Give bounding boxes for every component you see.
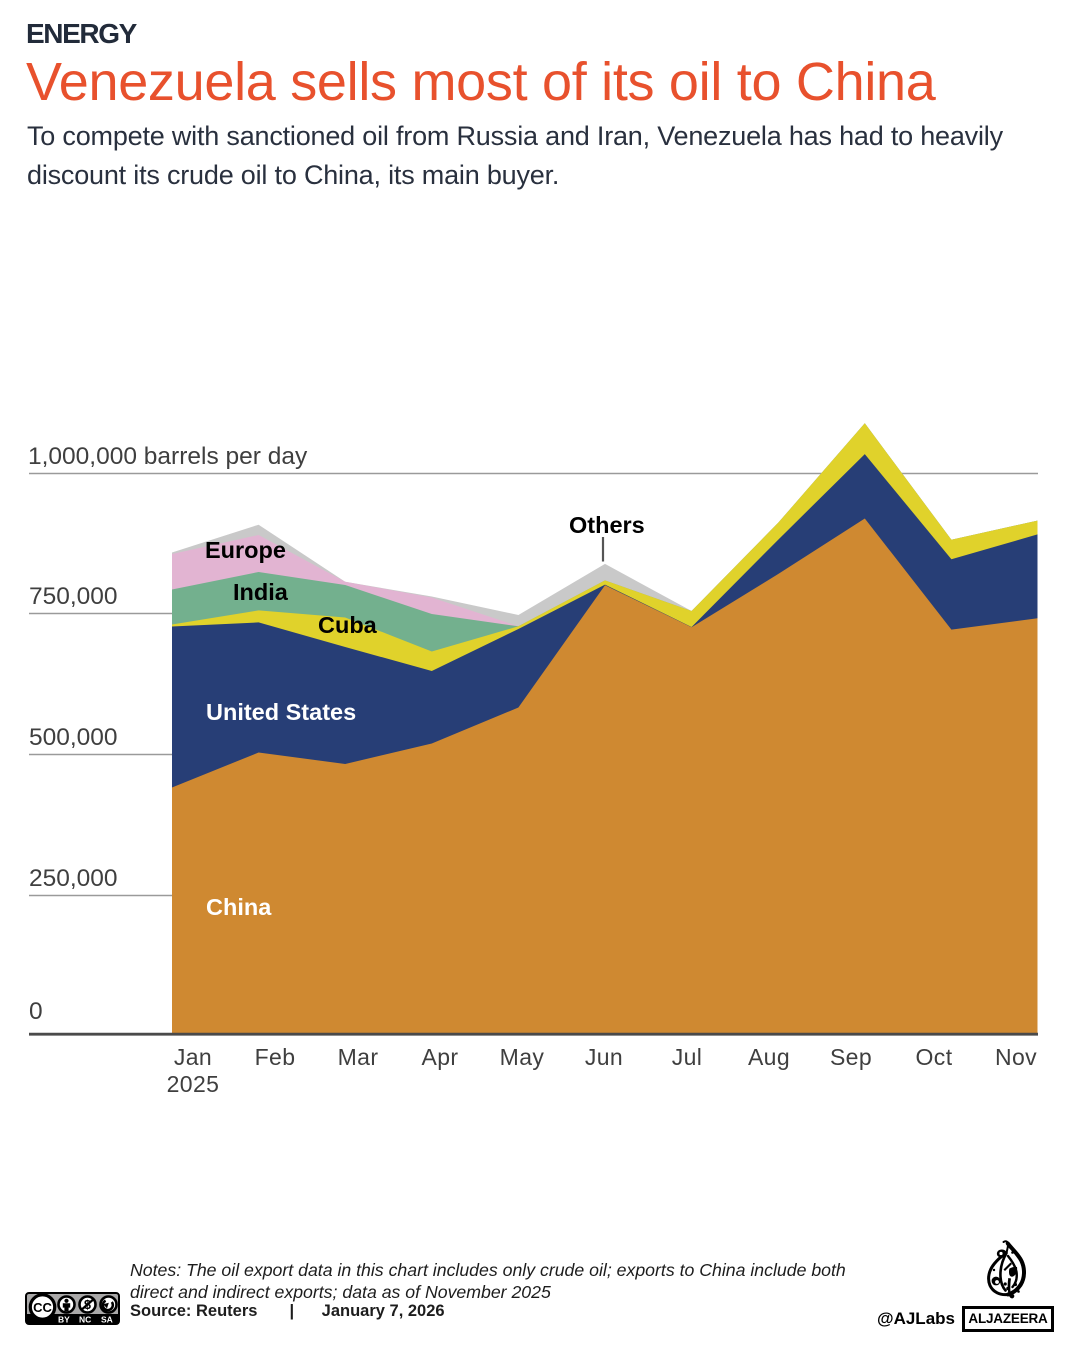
- svg-text:SA: SA: [101, 1315, 113, 1325]
- svg-text:BY: BY: [58, 1315, 70, 1325]
- svg-text:NC: NC: [79, 1315, 91, 1325]
- svg-text:CC: CC: [33, 1300, 52, 1315]
